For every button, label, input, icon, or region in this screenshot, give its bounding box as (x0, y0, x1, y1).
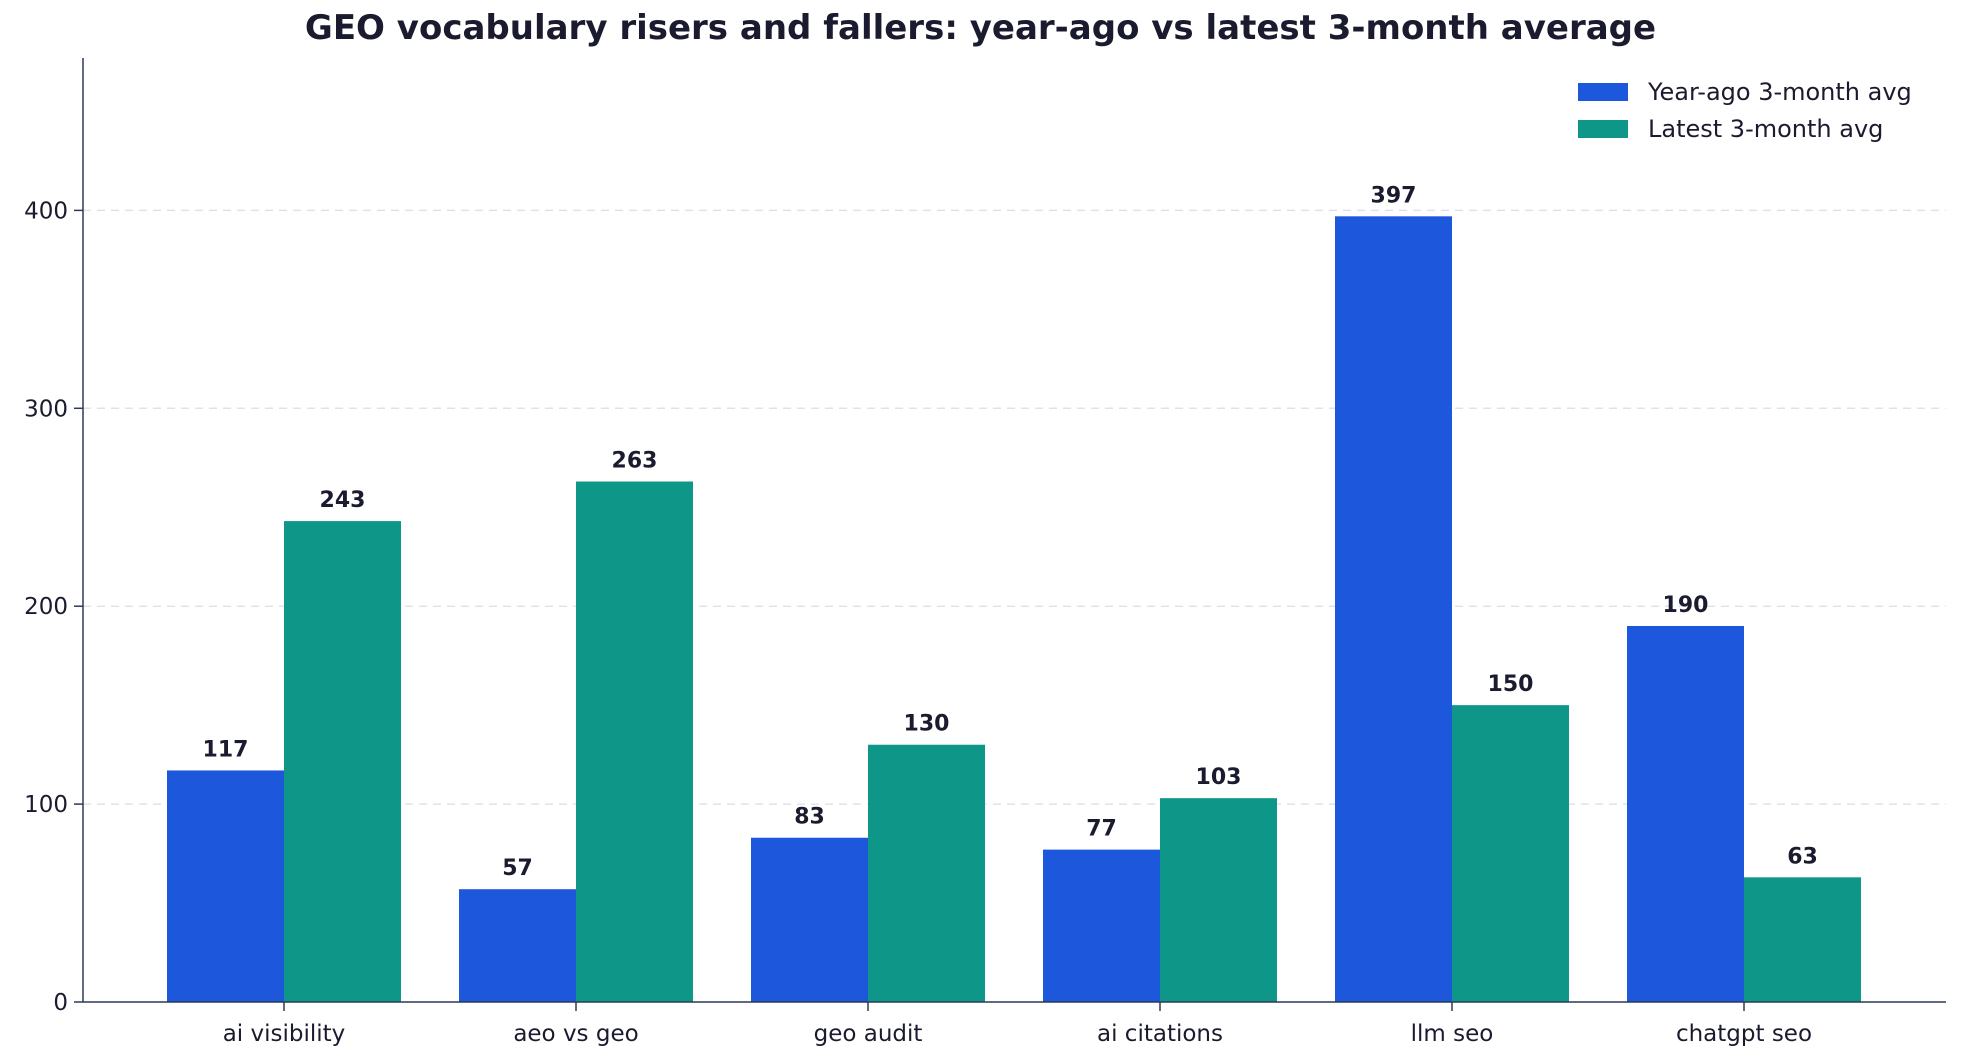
data-label: 150 (1488, 672, 1534, 697)
data-label: 83 (794, 805, 825, 830)
x-tick-label: ai citations (1097, 1021, 1223, 1047)
data-label: 117 (203, 737, 249, 762)
y-tick-label: 300 (24, 396, 68, 422)
y-tick-label: 0 (53, 990, 68, 1016)
y-tick-labels: 0 100 200 300 400 (24, 198, 68, 1016)
legend: Year-ago 3-month avg Latest 3-month avg (1578, 78, 1912, 143)
chart-title: GEO vocabulary risers and fallers: year-… (304, 8, 1657, 48)
x-tick-label: geo audit (814, 1021, 923, 1047)
x-tick-label: ai visibility (223, 1021, 346, 1047)
bar (1160, 798, 1277, 1002)
axes (74, 58, 1946, 1011)
data-label: 130 (904, 712, 950, 737)
bar (1744, 877, 1861, 1002)
x-tick-label: llm seo (1411, 1021, 1494, 1047)
y-tick-label: 400 (24, 198, 68, 224)
bar (167, 770, 284, 1002)
data-label: 263 (612, 449, 658, 474)
bar (751, 837, 868, 1002)
value-labels: 117 243 57 263 83 130 77 103 397 150 190 63 (203, 183, 1818, 881)
x-tick-labels: ai visibility aeo vs geo geo audit ai citat… (223, 1021, 1812, 1047)
legend-label: Year-ago 3-month avg (1647, 78, 1912, 106)
legend-label: Latest 3-month avg (1648, 115, 1883, 143)
data-label: 397 (1371, 183, 1417, 208)
bars (167, 216, 1861, 1002)
y-tick-label: 100 (24, 792, 68, 818)
y-tick-label: 200 (24, 594, 68, 620)
data-label: 190 (1663, 593, 1709, 618)
bar (1335, 216, 1452, 1002)
bar (1627, 625, 1744, 1002)
bar (1452, 705, 1569, 1002)
data-label: 57 (502, 856, 533, 881)
legend-swatch (1578, 83, 1628, 101)
bar (459, 889, 576, 1002)
data-label: 103 (1196, 765, 1242, 790)
legend-swatch (1578, 120, 1628, 138)
x-tick-label: aeo vs geo (513, 1021, 638, 1047)
data-label: 63 (1787, 844, 1818, 869)
data-label: 243 (320, 488, 366, 513)
bar (284, 521, 401, 1002)
bar (868, 744, 985, 1002)
data-label: 77 (1086, 817, 1117, 842)
bar (576, 481, 693, 1002)
bar (1043, 849, 1160, 1002)
x-tick-label: chatgpt seo (1676, 1021, 1812, 1047)
